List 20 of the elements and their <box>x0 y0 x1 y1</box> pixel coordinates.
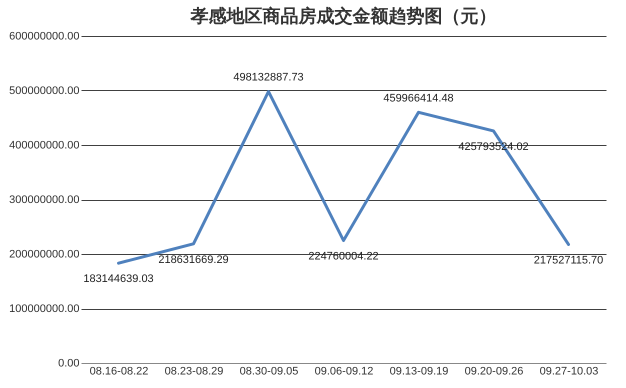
y-tick-label: 200000000.00 <box>9 248 80 260</box>
y-tick-label: 100000000.00 <box>9 303 80 315</box>
y-tick-label: 0.00 <box>58 358 80 370</box>
x-tick-label: 08.30-09.05 <box>240 366 298 378</box>
x-tick-label: 08.16-08.22 <box>90 366 148 378</box>
y-tick-label: 500000000.00 <box>9 85 80 97</box>
text: 183144639.03 <box>83 273 154 286</box>
x-tick-label: 08.23-08.29 <box>164 366 224 378</box>
y-tick-label: 600000000.00 <box>9 30 80 42</box>
text: 218631669.29 <box>158 254 229 266</box>
chart-title: 孝感地区商品房成交金额趋势图（元） <box>190 6 496 26</box>
x-tick-label: 09.06-09.12 <box>314 366 374 378</box>
text: 217527115.70 <box>534 254 604 266</box>
text: 459966414.48 <box>383 92 454 104</box>
x-tick-label: 09.20-09.26 <box>464 366 524 378</box>
y-tick-label: 400000000.00 <box>9 140 80 152</box>
x-tick-label: 09.13-09.19 <box>390 366 448 378</box>
y-tick-label: 300000000.00 <box>9 194 80 206</box>
x-tick-label: 09.27-10.03 <box>540 366 598 378</box>
text: 498132887.73 <box>233 72 304 84</box>
